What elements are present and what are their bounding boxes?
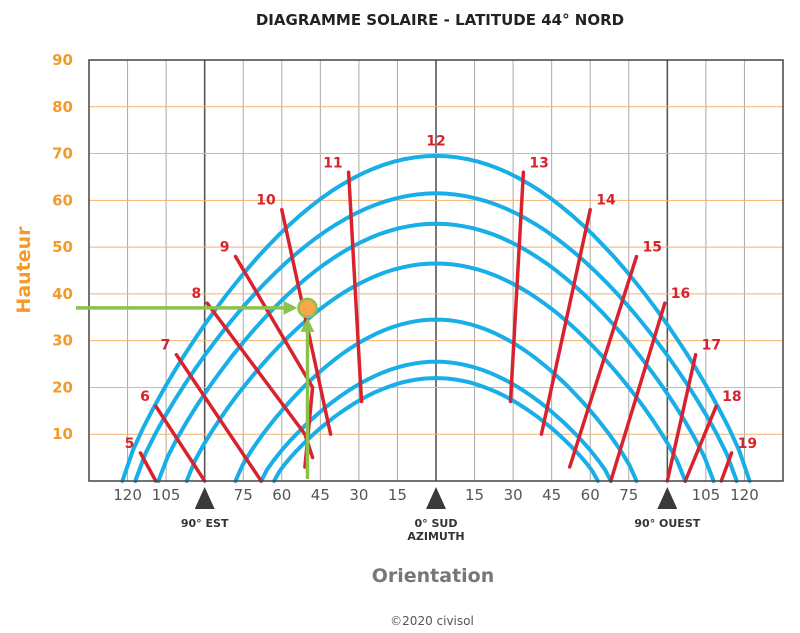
hour-label-13: 13	[529, 155, 548, 171]
y-tick-label: 50	[52, 238, 73, 256]
hour-label-6: 6	[140, 389, 150, 405]
x-tick-label: 45	[542, 486, 561, 504]
hour-line-8	[205, 301, 315, 460]
hour-label-19: 19	[738, 436, 757, 452]
x-tick-label: 105	[692, 486, 721, 504]
x-axis-label: Orientation	[372, 565, 495, 587]
hour-label-7: 7	[161, 338, 171, 354]
hour-label-5: 5	[125, 436, 135, 452]
hour-label-10: 10	[256, 193, 276, 209]
y-tick-label: 20	[52, 378, 73, 396]
hour-line-18	[683, 404, 718, 483]
hour-label-15: 15	[642, 239, 661, 255]
azimuth-marker-sublabel: AZIMUTH	[407, 530, 464, 543]
azimuth-marker-triangle	[657, 487, 678, 509]
hour-label-9: 9	[220, 239, 230, 255]
azimuth-marker-label: 0° SUD	[415, 517, 458, 530]
y-axis-label: Hauteur	[13, 226, 35, 314]
x-tick-label: 120	[730, 486, 759, 504]
y-tick-label: 70	[52, 145, 73, 163]
hour-line-14	[539, 207, 592, 436]
y-tick-label: 90	[52, 51, 73, 69]
hour-label-11: 11	[323, 155, 342, 171]
sun-path-curve	[120, 153, 752, 483]
hour-line-13	[508, 170, 526, 404]
x-tick-label: 60	[272, 486, 291, 504]
hour-line-16	[609, 301, 667, 483]
x-tick-label: 15	[388, 486, 407, 504]
hour-label-16: 16	[671, 286, 690, 302]
azimuth-marker-label: 90° OUEST	[634, 517, 700, 530]
azimuth-marker-triangle	[426, 487, 446, 509]
example-reading	[76, 297, 318, 479]
sun-paths	[120, 153, 752, 483]
y-tick-label: 80	[52, 98, 73, 116]
x-tick-label: 105	[152, 486, 181, 504]
hour-line-19	[719, 451, 734, 483]
x-tick-label: 75	[619, 486, 638, 504]
hour-label-8: 8	[191, 286, 201, 302]
example-point	[297, 297, 318, 319]
hour-line-9	[233, 254, 315, 469]
hour-label-12: 12	[426, 134, 445, 150]
y-tick-label: 60	[52, 191, 73, 209]
hour-lines: 5 6 7 8 9 10 11 13 14 15 16 17 18 19 12	[125, 134, 757, 483]
sun-path-curve	[184, 261, 688, 483]
hour-line-11	[346, 170, 364, 404]
y-tick-label: 40	[52, 285, 73, 303]
x-tick-labels: 120 105 75 60 45 30 15 15 30 45 60 75 105 120	[113, 486, 759, 504]
x-tick-label: 60	[581, 486, 600, 504]
x-tick-label: 30	[349, 486, 368, 504]
hour-line-17	[665, 352, 698, 483]
hour-line-6	[154, 404, 207, 483]
x-tick-label: 15	[465, 486, 484, 504]
sun-path-curve	[133, 191, 739, 483]
hour-line-5	[138, 451, 158, 483]
azimuth-marker-triangle	[194, 487, 215, 509]
sun-path-curve	[156, 221, 716, 483]
plot-frame	[88, 59, 784, 482]
hour-label-17: 17	[702, 338, 721, 354]
y-tick-label: 10	[52, 425, 73, 443]
y-tick-labels: 10 20 30 40 50 60 70 80 90	[52, 51, 73, 443]
grid	[89, 60, 783, 481]
sun-path-curve	[233, 317, 639, 483]
x-tick-label: 120	[113, 486, 142, 504]
x-tick-label: 75	[234, 486, 253, 504]
y-tick-label: 30	[52, 332, 73, 350]
hour-label-14: 14	[596, 193, 616, 209]
x-tick-label: 30	[504, 486, 523, 504]
copyright-text: ©2020 civisol	[390, 614, 474, 628]
x-tick-label: 45	[311, 486, 330, 504]
sun-path-curve	[259, 359, 613, 483]
azimuth-marker-label: 90° EST	[181, 517, 229, 530]
azimuth-arrow-head	[300, 317, 315, 332]
chart-title: DIAGRAMME SOLAIRE - LATITUDE 44° NORD	[256, 11, 624, 29]
hour-line-7	[174, 352, 263, 483]
altitude-arrow-head	[283, 300, 298, 315]
hour-label-18: 18	[722, 389, 741, 405]
hour-line-15	[567, 254, 639, 469]
